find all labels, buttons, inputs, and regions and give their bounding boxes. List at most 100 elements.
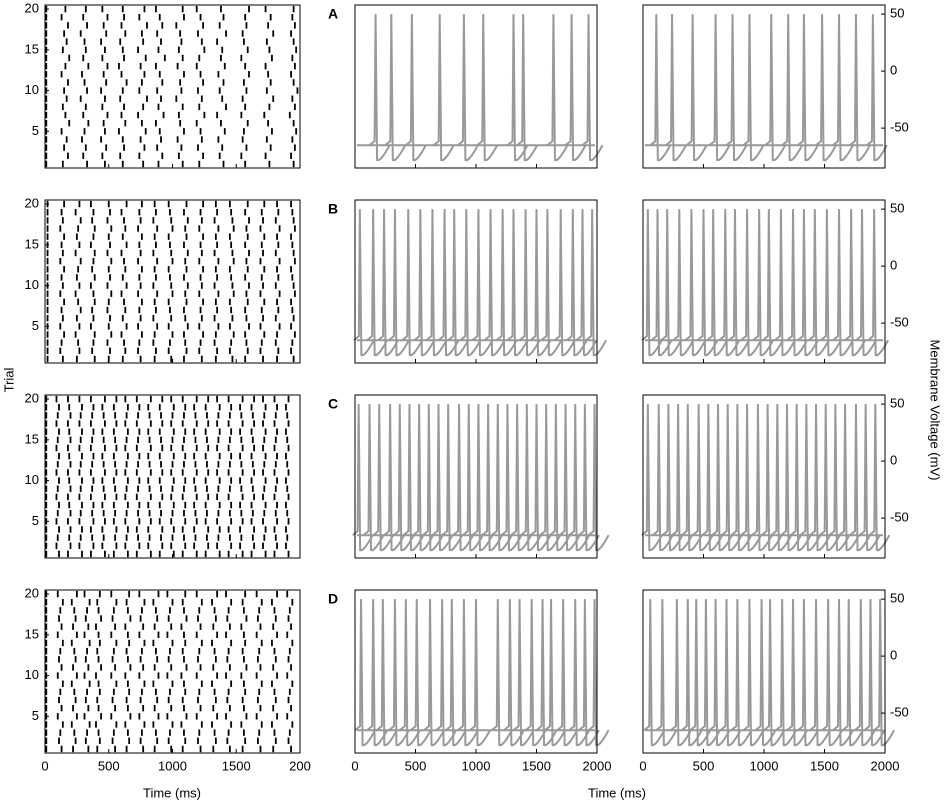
trace-x-tick-label: 1000 xyxy=(462,758,491,773)
spike xyxy=(681,599,703,747)
raster-y-tick-label: 5 xyxy=(32,123,39,138)
trace-panel xyxy=(643,599,896,747)
raster-y-tick-label: 10 xyxy=(25,472,39,487)
spike xyxy=(433,14,455,162)
spike xyxy=(491,599,513,747)
trace-y-tick-label: 50 xyxy=(890,6,904,21)
spike xyxy=(873,599,896,747)
raster-y-tick-label: 5 xyxy=(32,513,39,528)
trace-y-label: Membrane Voltage (mV) xyxy=(928,340,943,481)
spike xyxy=(740,209,762,357)
trace-frame xyxy=(642,4,886,169)
spike xyxy=(587,404,610,552)
spike xyxy=(849,14,871,162)
spike xyxy=(368,14,391,162)
trace-x-tick-label: 0 xyxy=(639,758,646,773)
spike xyxy=(469,599,491,747)
raster-y-label: Trial xyxy=(1,367,16,392)
spike xyxy=(742,14,765,162)
spike xyxy=(763,599,785,747)
spike xyxy=(476,14,499,162)
raster-x-tick-label: 0 xyxy=(41,758,48,773)
panel-label: A xyxy=(328,6,338,22)
trace-x-tick-label: 500 xyxy=(405,758,427,773)
raster-frame xyxy=(44,589,301,754)
spike xyxy=(781,14,804,162)
spike xyxy=(384,14,407,162)
spike xyxy=(512,599,535,747)
raster-frame xyxy=(44,199,301,364)
trace-panel xyxy=(645,14,888,162)
spike xyxy=(457,599,479,747)
spike xyxy=(797,599,819,747)
spike xyxy=(425,209,448,357)
spike xyxy=(585,209,608,357)
trace-panel xyxy=(641,209,889,357)
spike xyxy=(587,599,610,747)
raster-x-tick-label: 1000 xyxy=(158,758,187,773)
spike xyxy=(354,599,376,747)
spike xyxy=(459,209,482,357)
trace-y-tick-label: 0 xyxy=(890,648,897,663)
trace-x-tick-label: 1500 xyxy=(522,758,551,773)
raster-y-tick-label: 15 xyxy=(25,431,39,446)
trace-panel xyxy=(353,209,608,357)
spike xyxy=(643,599,666,747)
trace-x-tick-label: 2000 xyxy=(583,758,612,773)
raster-y-tick-label: 20 xyxy=(25,1,39,16)
trace-y-tick-label: -50 xyxy=(890,705,909,720)
spike xyxy=(353,209,375,357)
raster-frame xyxy=(44,4,301,169)
raster-y-tick-label: 10 xyxy=(25,277,39,292)
spike xyxy=(516,14,539,162)
spike xyxy=(764,14,787,162)
trace-x-label: Time (ms) xyxy=(588,785,646,800)
spike xyxy=(665,14,687,162)
trace-x-tick-label: 1500 xyxy=(810,758,839,773)
trace-panel xyxy=(354,599,610,747)
trace-panel xyxy=(352,404,610,552)
spike xyxy=(774,209,796,357)
spike xyxy=(660,209,683,357)
spike xyxy=(809,599,831,747)
spike xyxy=(728,209,750,357)
trace-x-tick-label: 0 xyxy=(351,758,358,773)
spike xyxy=(706,209,729,357)
panel-label: B xyxy=(328,201,338,217)
spike xyxy=(842,599,864,747)
raster-x-tick-label: 1500 xyxy=(222,758,251,773)
raster-y-tick-label: 20 xyxy=(25,391,39,406)
spike xyxy=(376,599,398,747)
trace-y-tick-label: 50 xyxy=(890,201,904,216)
trace-y-tick-label: -50 xyxy=(890,315,909,330)
spike xyxy=(725,14,748,162)
spike xyxy=(423,599,445,747)
raster-x-tick-label: 200 xyxy=(289,758,311,773)
spike xyxy=(471,209,494,357)
raster-y-tick-label: 10 xyxy=(25,82,39,97)
spike xyxy=(684,209,707,357)
spike xyxy=(410,599,432,747)
panel-label: C xyxy=(328,396,338,412)
spike xyxy=(762,209,784,357)
trace-panel xyxy=(641,404,891,552)
raster-frame xyxy=(44,394,301,559)
trace-y-tick-label: 0 xyxy=(890,258,897,273)
trace-y-tick-label: 50 xyxy=(890,396,904,411)
spike xyxy=(405,14,427,162)
spike xyxy=(832,209,854,357)
spike xyxy=(855,209,877,357)
trace-x-tick-label: 1000 xyxy=(750,758,779,773)
spike xyxy=(413,209,436,357)
trace-y-tick-label: -50 xyxy=(890,120,909,135)
spike xyxy=(708,14,731,162)
spike xyxy=(483,209,506,357)
trace-y-tick-label: 0 xyxy=(890,63,897,78)
spike xyxy=(546,14,569,162)
raster-y-tick-label: 5 xyxy=(32,318,39,333)
spike xyxy=(672,209,695,357)
trace-y-tick-label: 0 xyxy=(890,453,897,468)
spike xyxy=(401,209,424,357)
raster-y-tick-label: 15 xyxy=(25,41,39,56)
spike xyxy=(457,14,479,162)
